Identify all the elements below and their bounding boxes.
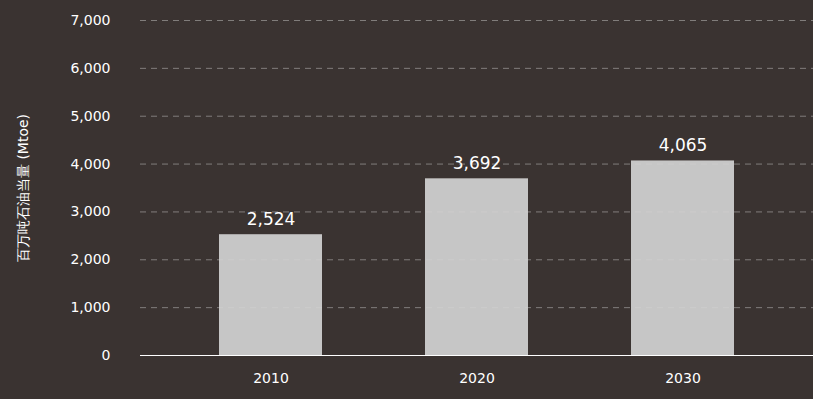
svg-text:3,692: 3,692 xyxy=(453,153,502,173)
svg-text:2,524: 2,524 xyxy=(247,209,296,229)
svg-text:4,000: 4,000 xyxy=(70,156,110,172)
svg-text:2030: 2030 xyxy=(665,370,701,386)
svg-text:1,000: 1,000 xyxy=(70,299,110,315)
svg-text:6,000: 6,000 xyxy=(70,60,110,76)
svg-text:2010: 2010 xyxy=(253,370,289,386)
svg-text:4,065: 4,065 xyxy=(659,135,708,155)
svg-text:2020: 2020 xyxy=(459,370,495,386)
svg-text:3,000: 3,000 xyxy=(70,203,110,219)
svg-text:0: 0 xyxy=(102,347,111,363)
svg-text:2,000: 2,000 xyxy=(70,251,110,267)
svg-text:7,000: 7,000 xyxy=(70,12,110,28)
svg-text:百万吨石油当量 (Mtoe): 百万吨石油当量 (Mtoe) xyxy=(15,114,31,262)
svg-text:5,000: 5,000 xyxy=(70,108,110,124)
